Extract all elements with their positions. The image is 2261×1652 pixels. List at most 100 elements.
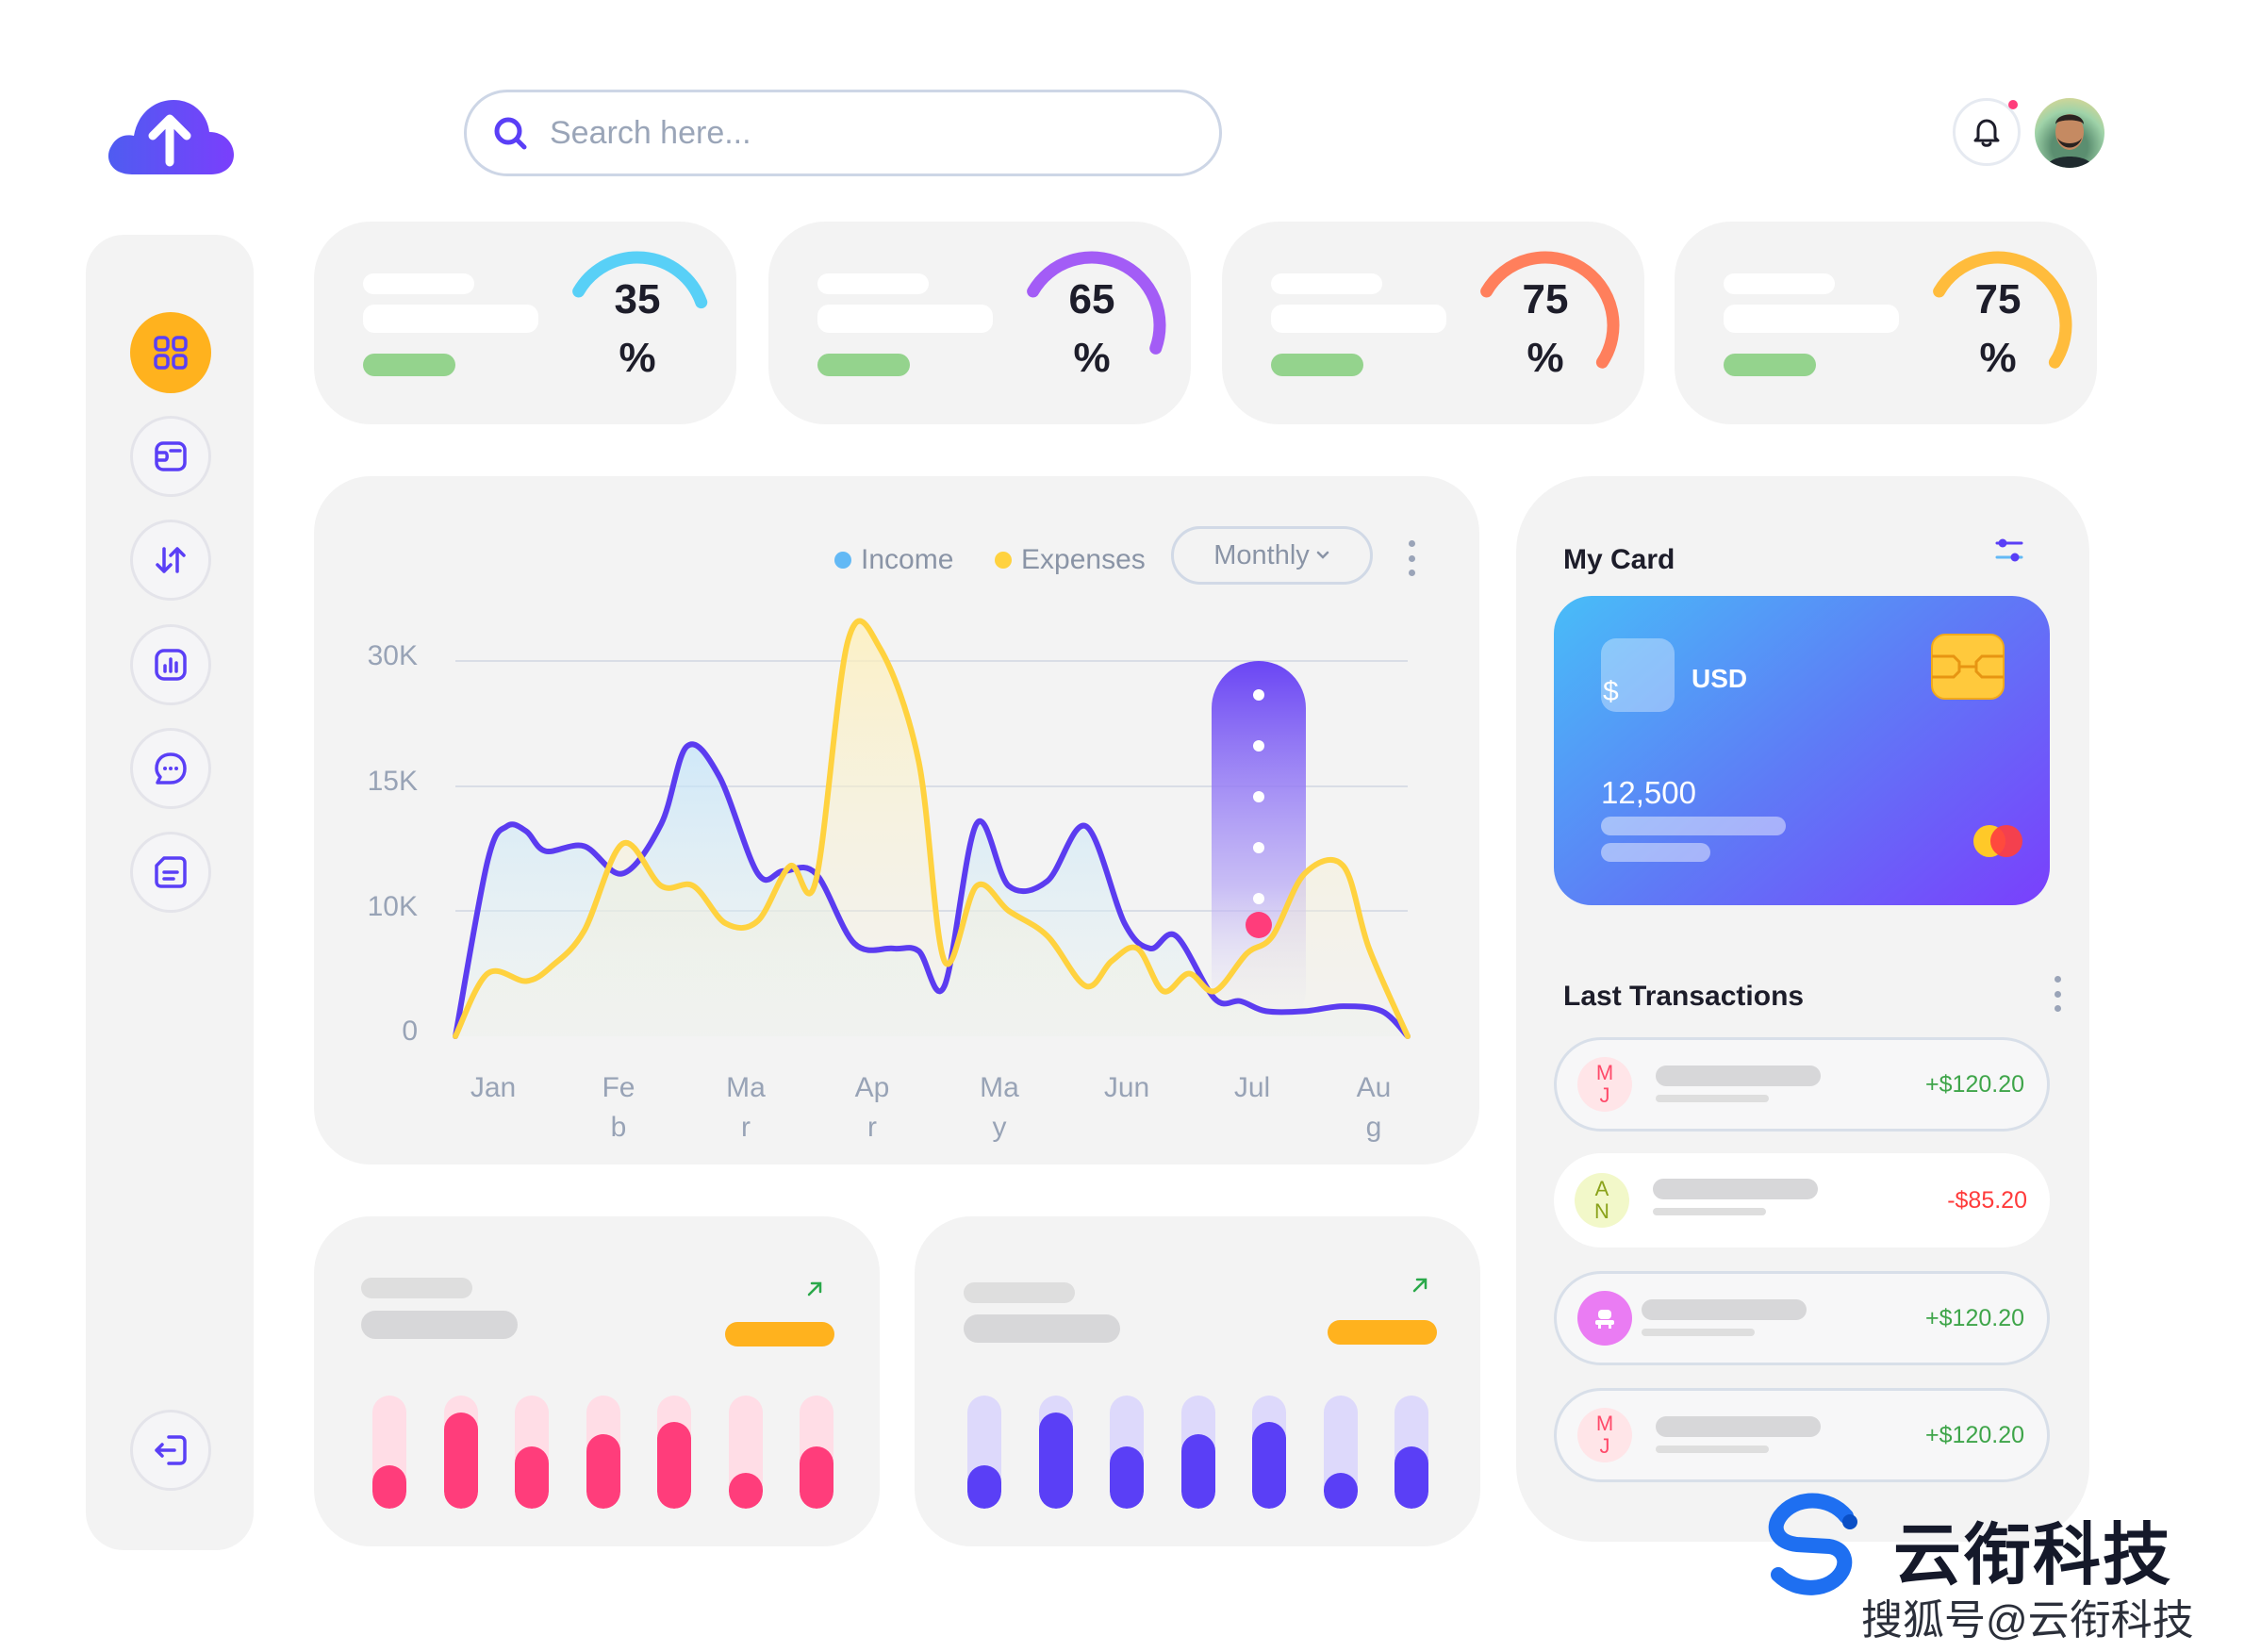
gauge-number: 75	[1522, 276, 1569, 322]
transaction-row[interactable]: +$120.20	[1554, 1271, 2050, 1365]
transaction-name-placeholder	[1642, 1299, 1807, 1320]
stat-trend-pill	[1271, 354, 1363, 376]
expenses-dot	[995, 552, 1012, 569]
transaction-row[interactable]: A N -$85.20	[1554, 1153, 2050, 1247]
progress-gauge	[1027, 251, 1166, 355]
mini-bar	[1110, 1396, 1144, 1509]
transaction-date-placeholder	[1653, 1208, 1766, 1215]
x-tick-label: Ap r	[854, 1072, 890, 1143]
stat-label-placeholder	[817, 273, 929, 294]
transaction-date-placeholder	[1642, 1329, 1755, 1336]
mini-bar	[515, 1396, 549, 1509]
mini-bar-fill	[1252, 1421, 1286, 1509]
mini-bar-fill	[657, 1421, 691, 1509]
avatar-initial: M	[1595, 1061, 1614, 1084]
bell-icon	[1973, 119, 2000, 147]
nav-documents[interactable]	[130, 832, 211, 913]
card-chip-icon	[1931, 634, 2005, 700]
stat-label-placeholder	[363, 273, 474, 294]
chart-more-menu[interactable]	[1408, 540, 1415, 576]
x-tick-label: Jun	[1103, 1072, 1150, 1103]
gauge-value: 65%	[1021, 271, 1163, 388]
mini-bar-fill	[800, 1446, 833, 1509]
mini-stat-card-1	[314, 1216, 880, 1546]
currency-label: USD	[1692, 664, 1748, 693]
gauge-arc	[1480, 251, 1620, 369]
y-tick-label: 15K	[367, 766, 418, 797]
transaction-amount: -$85.20	[1947, 1186, 2027, 1214]
mini-title-placeholder	[964, 1282, 1075, 1303]
stat-card-2: 65%	[768, 222, 1191, 424]
transaction-date-placeholder	[1656, 1095, 1769, 1102]
credit-card[interactable]: $ USD 12,500	[1554, 596, 2050, 905]
gauge-unit: %	[619, 335, 656, 381]
x-tick-label: Au g	[1356, 1072, 1392, 1143]
settings-sliders-icon[interactable]	[1993, 535, 2025, 567]
avatar[interactable]	[2035, 98, 2104, 168]
transactions-more-menu[interactable]	[2054, 976, 2061, 1012]
notification-button[interactable]	[1953, 98, 2021, 166]
mini-bar-fill	[586, 1433, 620, 1509]
stat-card-1: 35%	[314, 222, 736, 424]
mini-badge	[1328, 1320, 1437, 1345]
legend-expenses[interactable]: Expenses	[995, 544, 1146, 576]
legend-income[interactable]: Income	[834, 544, 953, 576]
mini-bar	[800, 1396, 833, 1509]
transaction-date-placeholder	[1656, 1446, 1769, 1453]
nav-wallet[interactable]	[130, 416, 211, 497]
mini-bar	[1252, 1396, 1286, 1509]
highlight-dot	[1253, 791, 1264, 802]
stat-label-placeholder	[1271, 273, 1382, 294]
gauge-arc	[572, 251, 708, 309]
avatar-initial: A	[1594, 1177, 1609, 1200]
progress-gauge	[1933, 251, 2072, 369]
avatar-initial: J	[1599, 1434, 1610, 1458]
transaction-name-placeholder	[1656, 1416, 1821, 1437]
mini-bar-fill	[1395, 1446, 1428, 1509]
avatar-initial: J	[1599, 1083, 1610, 1107]
stat-label-placeholder	[1724, 273, 1835, 294]
wallet-icon	[155, 441, 187, 471]
highlight-dot	[1253, 740, 1264, 752]
search-bar[interactable]	[464, 90, 1222, 176]
line-area-chart	[453, 618, 1411, 1039]
x-tick-label: Ma y	[980, 1072, 1019, 1143]
mini-bar	[1323, 1396, 1358, 1509]
logout-button[interactable]	[130, 1410, 211, 1491]
stat-card-4: 75%	[1675, 222, 2097, 424]
avatar-initial: N	[1594, 1199, 1609, 1223]
transaction-amount: +$120.20	[1925, 1304, 2024, 1331]
series-line-expenses	[453, 618, 1411, 1039]
gauge-unit: %	[1527, 335, 1564, 381]
last-transactions-title: Last Transactions	[1563, 981, 1805, 1012]
period-dropdown[interactable]: Monthly	[1171, 526, 1373, 585]
x-tick-label: Jan	[470, 1072, 517, 1103]
user-photo-icon	[2046, 114, 2093, 168]
card-name-placeholder	[1601, 843, 1710, 862]
stat-trend-pill	[817, 354, 910, 376]
nav-messages[interactable]	[130, 728, 211, 809]
income-dot	[834, 552, 851, 569]
transaction-name-placeholder	[1653, 1179, 1818, 1199]
my-card-panel: My Card $ USD 12,500 Last Transactions M…	[1516, 476, 2089, 1542]
mastercard-icon	[1973, 825, 2022, 857]
nav-dashboard[interactable]	[130, 312, 211, 393]
nav-transfer[interactable]	[130, 520, 211, 601]
mini-badge	[725, 1322, 834, 1346]
mini-bar	[443, 1396, 478, 1509]
period-label: Monthly	[1213, 539, 1310, 570]
stat-sub-placeholder	[817, 305, 993, 333]
transaction-name-placeholder	[1656, 1066, 1821, 1086]
stat-card-3: 75%	[1222, 222, 1644, 424]
nav-analytics[interactable]	[130, 624, 211, 705]
y-tick-label: 30K	[367, 640, 418, 671]
mini-bar	[657, 1396, 691, 1509]
yunxian-logo	[1768, 1493, 1857, 1595]
transfer-arrows-icon	[156, 547, 186, 573]
transaction-row[interactable]: M J +$120.20	[1554, 1388, 2050, 1482]
notification-dot	[2008, 100, 2018, 109]
transaction-row[interactable]: M J +$120.20	[1554, 1037, 2050, 1132]
search-input[interactable]	[548, 113, 1117, 153]
